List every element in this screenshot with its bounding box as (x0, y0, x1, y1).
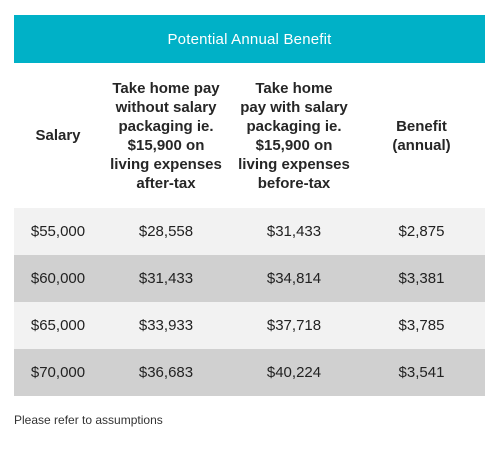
table-row: $70,000 $36,683 $40,224 $3,541 (14, 349, 485, 396)
table-row: $55,000 $28,558 $31,433 $2,875 (14, 208, 485, 255)
cell-take-home-without: $28,558 (138, 223, 194, 240)
cell-take-home-with: $37,718 (266, 317, 322, 334)
benefit-table: Potential Annual Benefit Salary Take hom… (14, 15, 485, 396)
assumptions-footnote: Please refer to assumptions (14, 413, 163, 427)
cell-take-home-with: $40,224 (266, 364, 322, 381)
header-take-home-without-packaging: Take home pay without salary packaging i… (110, 79, 222, 192)
header-salary: Salary (35, 127, 81, 144)
cell-benefit: $3,785 (398, 317, 445, 334)
cell-salary: $60,000 (30, 270, 86, 287)
header-benefit-annual: Benefit (annual) (392, 117, 451, 154)
cell-benefit: $3,381 (398, 270, 445, 287)
cell-salary: $65,000 (30, 317, 86, 334)
cell-salary: $55,000 (30, 223, 86, 240)
cell-benefit: $2,875 (398, 223, 445, 240)
cell-take-home-without: $36,683 (138, 364, 194, 381)
cell-benefit: $3,541 (398, 364, 445, 381)
cell-salary: $70,000 (30, 364, 86, 381)
table-row: $60,000 $31,433 $34,814 $3,381 (14, 255, 485, 302)
cell-take-home-without: $33,933 (138, 317, 194, 334)
cell-take-home-with: $34,814 (266, 270, 322, 287)
cell-take-home-without: $31,433 (138, 270, 194, 287)
table-header-row: Salary Take home pay without salary pack… (14, 63, 485, 208)
cell-take-home-with: $31,433 (266, 223, 322, 240)
table-title: Potential Annual Benefit (14, 15, 485, 63)
table-row: $65,000 $33,933 $37,718 $3,785 (14, 302, 485, 349)
header-take-home-with-packaging: Take home pay with salary packaging ie. … (238, 79, 350, 192)
